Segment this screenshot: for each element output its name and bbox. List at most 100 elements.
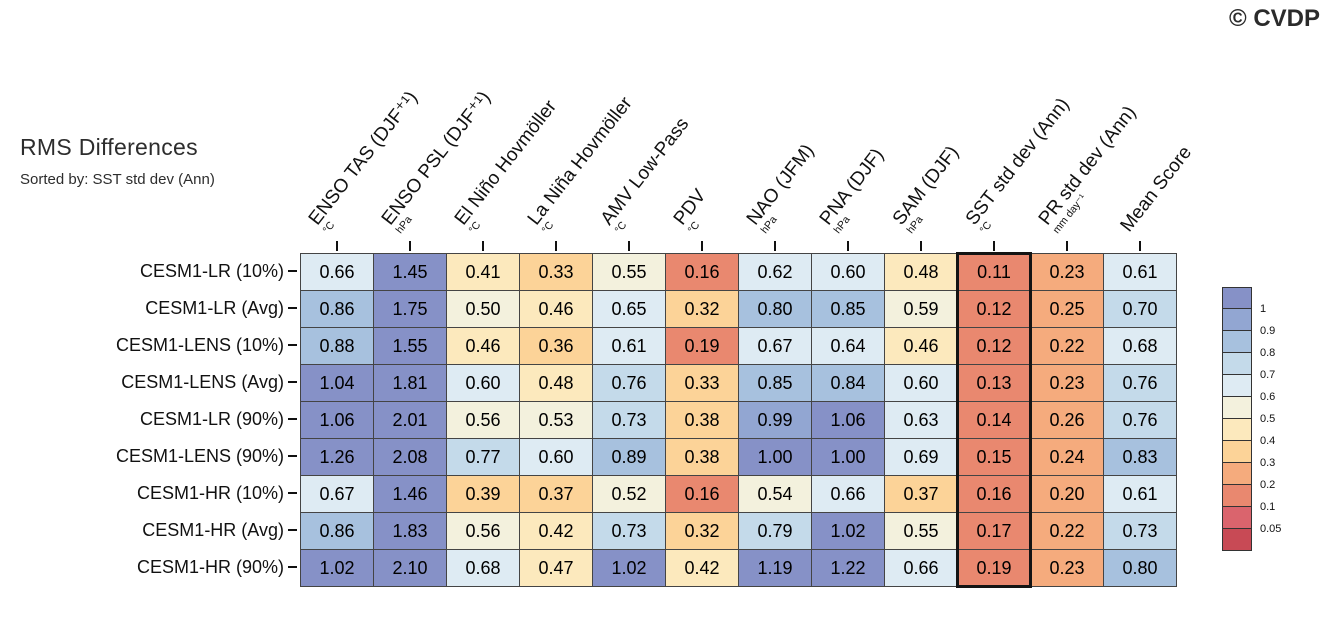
heatmap-cell: 2.01	[374, 402, 447, 439]
heatmap-cell: 0.54	[739, 476, 812, 513]
column-header-inner: NAO (JFM) hPa	[743, 141, 828, 236]
heatmap-cell: 0.23	[1031, 254, 1104, 291]
row-label: CESM1-LR (90%)	[139, 409, 284, 429]
heatmap-cell: 0.23	[1031, 365, 1104, 402]
heatmap-cell: 0.64	[812, 328, 885, 365]
legend-tick-label: 0.7	[1260, 369, 1276, 381]
heatmap-cell: 0.63	[885, 402, 958, 439]
heatmap-cell: 0.68	[447, 550, 520, 587]
heatmap-cell: 0.68	[1104, 328, 1177, 365]
heatmap-cell: 0.33	[666, 365, 739, 402]
heatmap-cell: 0.76	[1104, 365, 1177, 402]
column-tick	[1066, 241, 1068, 251]
row-label: CESM1-HR (10%)	[136, 483, 284, 503]
row-label: CESM1-LENS (10%)	[115, 335, 284, 355]
heatmap-cell: 0.42	[520, 513, 593, 550]
legend-tick-label: 0.9	[1260, 325, 1276, 337]
heatmap-cell: 1.06	[812, 402, 885, 439]
legend-tick-label: 0.05	[1260, 523, 1282, 535]
column-header-inner: PDV °C	[670, 186, 719, 236]
heatmap-cell: 0.32	[666, 291, 739, 328]
heatmap-cell: 0.16	[666, 476, 739, 513]
heatmap-cell: 0.55	[885, 513, 958, 550]
column-tick	[409, 241, 411, 251]
heatmap-cell: 0.37	[520, 476, 593, 513]
legend-swatch	[1222, 529, 1252, 551]
heatmap-cell: 0.56	[447, 513, 520, 550]
heatmap-cell: 0.84	[812, 365, 885, 402]
heatmap-cell: 1.55	[374, 328, 447, 365]
heatmap-cell: 0.85	[812, 291, 885, 328]
row-tick	[288, 344, 297, 346]
heatmap-cell: 0.37	[885, 476, 958, 513]
color-legend: 1 0.9 0.8 0.7 0.6 0.5 0.4 0.3 0.2 0.1 0.05	[1222, 287, 1302, 551]
heatmap-grid: 0.66 1.45 0.41 0.33 0.55 0.16 0.62 0.60 0.48 0.11…	[300, 253, 1177, 587]
heatmap-cell: 0.17	[958, 513, 1031, 550]
heatmap-cell: 0.61	[1104, 476, 1177, 513]
legend-tick-label: 0.1	[1260, 501, 1276, 513]
heatmap-cell: 0.13	[958, 365, 1031, 402]
legend-tick-label: 0.4	[1260, 435, 1276, 447]
row-label: CESM1-HR (90%)	[136, 557, 284, 577]
heatmap-cell: 0.15	[958, 439, 1031, 476]
heatmap-cell: 0.73	[1104, 513, 1177, 550]
heatmap-cell: 0.26	[1031, 402, 1104, 439]
heatmap-cell: 0.61	[1104, 254, 1177, 291]
column-tick	[336, 241, 338, 251]
heatmap-cell: 0.48	[520, 365, 593, 402]
column-tick	[1139, 241, 1141, 251]
heatmap-cell: 0.12	[958, 328, 1031, 365]
row-tick	[288, 307, 297, 309]
heatmap-cell: 0.60	[812, 254, 885, 291]
column-header-inner: PNA (DJF) hPa	[816, 145, 897, 236]
heatmap-cell: 0.42	[666, 550, 739, 587]
heatmap-cell: 1.45	[374, 254, 447, 291]
column-tick	[847, 241, 849, 251]
row-tick	[288, 381, 297, 383]
legend-tick-label: 0.6	[1260, 391, 1276, 403]
heatmap-cell: 0.70	[1104, 291, 1177, 328]
heatmap-cell: 0.19	[666, 328, 739, 365]
heatmap-cell: 1.46	[374, 476, 447, 513]
column-header-label: Mean Score	[1116, 142, 1197, 237]
row-tick	[288, 529, 297, 531]
heatmap-cell: 0.46	[885, 328, 958, 365]
heatmap-cell: 0.80	[1104, 550, 1177, 587]
heatmap-cell: 0.11	[958, 254, 1031, 291]
heatmap-cell: 0.46	[520, 291, 593, 328]
heatmap-cell: 0.14	[958, 402, 1031, 439]
heatmap-cell: 0.19	[958, 550, 1031, 587]
heatmap-cell: 0.99	[739, 402, 812, 439]
heatmap-cell: 0.83	[1104, 439, 1177, 476]
column-tick	[920, 241, 922, 251]
heatmap-cell: 0.77	[447, 439, 520, 476]
page-title: RMS Differences	[20, 134, 198, 160]
legend-swatch	[1222, 331, 1252, 353]
page-subtitle: Sorted by: SST std dev (Ann)	[20, 171, 215, 188]
heatmap-cell: 0.65	[593, 291, 666, 328]
heatmap-cell: 0.86	[301, 513, 374, 550]
heatmap-cell: 0.66	[885, 550, 958, 587]
heatmap-cell: 0.52	[593, 476, 666, 513]
heatmap-cell: 0.16	[958, 476, 1031, 513]
legend-swatch	[1222, 353, 1252, 375]
heatmap-cell: 1.83	[374, 513, 447, 550]
heatmap-cell: 0.41	[447, 254, 520, 291]
column-tick	[482, 241, 484, 251]
heatmap-cell: 0.86	[301, 291, 374, 328]
heatmap-cell: 0.33	[520, 254, 593, 291]
legend-swatch	[1222, 287, 1252, 309]
heatmap-cell: 0.16	[666, 254, 739, 291]
heatmap-cell: 1.00	[739, 439, 812, 476]
heatmap-cell: 0.39	[447, 476, 520, 513]
heatmap-cell: 0.47	[520, 550, 593, 587]
heatmap-cell: 1.02	[812, 513, 885, 550]
heatmap-cell: 1.00	[812, 439, 885, 476]
column-header-inner: SAM (DJF) hPa	[889, 142, 972, 236]
legend-swatch	[1222, 485, 1252, 507]
heatmap-cell: 1.22	[812, 550, 885, 587]
heatmap-cell: 2.10	[374, 550, 447, 587]
heatmap-cell: 0.61	[593, 328, 666, 365]
heatmap-cell: 1.06	[301, 402, 374, 439]
row-tick	[288, 566, 297, 568]
